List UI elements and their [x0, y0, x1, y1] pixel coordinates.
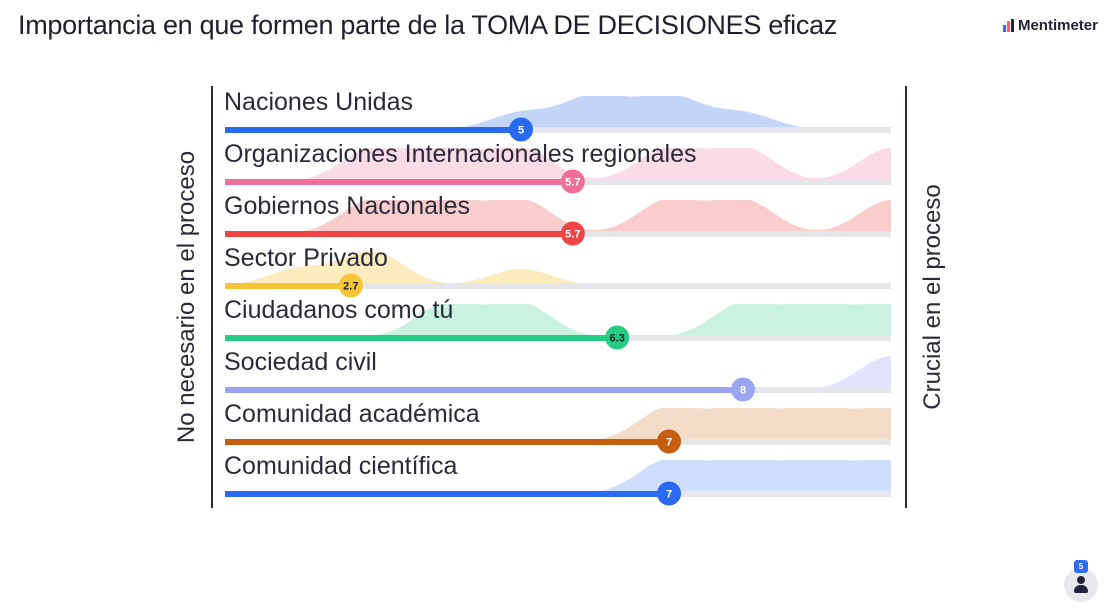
value-label: 8 — [740, 385, 746, 397]
category-label: Comunidad científica — [224, 452, 458, 480]
value-marker — [657, 429, 681, 454]
category-label: Comunidad académica — [224, 400, 480, 428]
category-label: Gobiernos Nacionales — [224, 192, 470, 220]
value-marker — [605, 325, 630, 350]
mentimeter-logo: Mentimeter — [1002, 17, 1098, 34]
value-marker — [560, 221, 585, 246]
participants-button[interactable]: 5 — [1064, 560, 1098, 602]
value-marker — [731, 377, 755, 402]
scale-track — [225, 283, 891, 289]
value-bar — [225, 387, 743, 393]
value-marker — [657, 481, 681, 506]
value-label: 7 — [666, 437, 672, 449]
scale-track — [225, 127, 891, 133]
category-label: Naciones Unidas — [224, 88, 413, 116]
distribution-area — [225, 252, 891, 286]
page-title: Importancia en que formen parte de la TO… — [18, 10, 837, 40]
category-label: Organizaciones Internacionales regionale… — [224, 140, 697, 168]
category-label: Sociedad civil — [224, 348, 377, 376]
distribution-area — [225, 304, 891, 338]
distribution-area — [225, 356, 891, 390]
value-bar — [225, 179, 573, 185]
value-bar — [225, 491, 669, 497]
value-label: 5.7 — [565, 177, 580, 189]
category-label: Ciudadanos como tú — [224, 296, 453, 324]
left-axis-label: No necesario en el proceso — [173, 151, 200, 443]
value-marker — [560, 169, 585, 194]
value-bar — [225, 127, 521, 133]
value-label: 5.7 — [565, 229, 580, 241]
value-label: 2.7 — [343, 281, 358, 293]
value-bar — [225, 231, 573, 237]
value-bar — [225, 335, 618, 341]
value-label: 5 — [518, 125, 524, 137]
chart-rows: Naciones Unidas 5 Organizaciones Internaci… — [224, 88, 891, 506]
value-bar — [225, 439, 669, 445]
category-label: Sector Privado — [224, 244, 388, 272]
right-axis-label: Crucial en el proceso — [919, 184, 946, 409]
mentimeter-logo-icon — [1002, 19, 1014, 32]
distribution-area — [225, 200, 891, 234]
distribution-area — [225, 148, 891, 182]
participants-count: 5 — [1074, 560, 1088, 573]
brand-name: Mentimeter — [1017, 17, 1098, 34]
value-bar — [225, 283, 351, 289]
value-label: 7 — [666, 489, 672, 501]
value-marker — [509, 117, 533, 142]
distribution-area — [225, 460, 891, 494]
value-label: 6.3 — [610, 333, 625, 345]
distribution-area — [225, 408, 891, 442]
distribution-area — [225, 96, 891, 130]
value-marker — [338, 273, 363, 298]
